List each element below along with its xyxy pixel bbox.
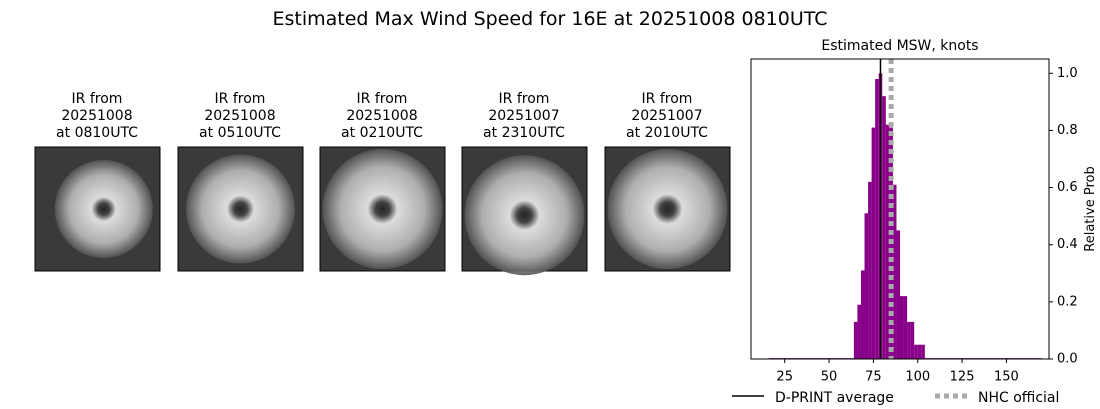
y-tick-label: 0.4 [1057, 237, 1078, 252]
axes-frame [750, 58, 1050, 360]
x-tick-label: 50 [821, 370, 838, 385]
storm-cloud [464, 155, 585, 276]
y-tick-label: 0.6 [1057, 180, 1078, 195]
storm-cloud [607, 149, 728, 269]
bar [868, 181, 872, 359]
bar [882, 96, 886, 360]
panel-label: IR from [499, 91, 550, 107]
bar [903, 296, 908, 359]
y-tick-label: 0.0 [1057, 352, 1078, 367]
bar [871, 127, 876, 359]
y-tick-label: 1.0 [1057, 66, 1078, 81]
panel-label: at 0810UTC [56, 125, 138, 141]
bar [907, 321, 911, 359]
x-tick-label: 100 [905, 370, 930, 385]
panel-label: 20251007 [488, 108, 559, 124]
panel-label: at 0510UTC [199, 125, 281, 141]
bar [864, 213, 869, 359]
bar [885, 124, 890, 359]
panel-label: IR from [72, 91, 123, 107]
y-axis-label: Relative Prob [1083, 166, 1098, 251]
bar [892, 184, 897, 359]
x-tick-label: 25 [776, 370, 793, 385]
x-tick-label: 150 [994, 370, 1019, 385]
figure-title: Estimated Max Wind Speed for 16E at 2025… [272, 8, 827, 30]
panel-label: at 2310UTC [483, 125, 565, 141]
panel-label: 20251008 [61, 108, 132, 124]
storm-cloud [54, 160, 153, 258]
legend-label: D-PRINT average [775, 390, 894, 406]
x-tick-label: 125 [950, 370, 975, 385]
bar [910, 321, 915, 359]
panel-label: IR from [357, 91, 408, 107]
histogram: Estimated MSW, knots D-PRINT average NHC o… [732, 38, 1098, 406]
bar [921, 344, 925, 359]
panel-label: 20251008 [204, 108, 275, 124]
bar [857, 304, 861, 359]
panel-label: at 0210UTC [341, 125, 423, 141]
bar [900, 296, 904, 359]
panel-label: 20251007 [631, 108, 702, 124]
bar [853, 321, 858, 359]
axes-title: Estimated MSW, knots [821, 38, 978, 54]
y-tick-label: 0.8 [1057, 123, 1078, 138]
bar [896, 230, 900, 359]
bar [875, 79, 879, 359]
storm-cloud [186, 154, 295, 264]
y-tick-label: 0.2 [1057, 294, 1078, 309]
panel-label: IR from [642, 91, 693, 107]
bar [860, 270, 865, 359]
storm-cloud [322, 149, 443, 269]
legend-label: NHC official [978, 390, 1059, 406]
panel-label: 20251008 [346, 108, 417, 124]
bar [914, 344, 918, 359]
panel-label: at 2010UTC [626, 125, 708, 141]
panel-label: IR from [215, 91, 266, 107]
bar [917, 344, 922, 359]
x-tick-label: 75 [865, 370, 882, 385]
